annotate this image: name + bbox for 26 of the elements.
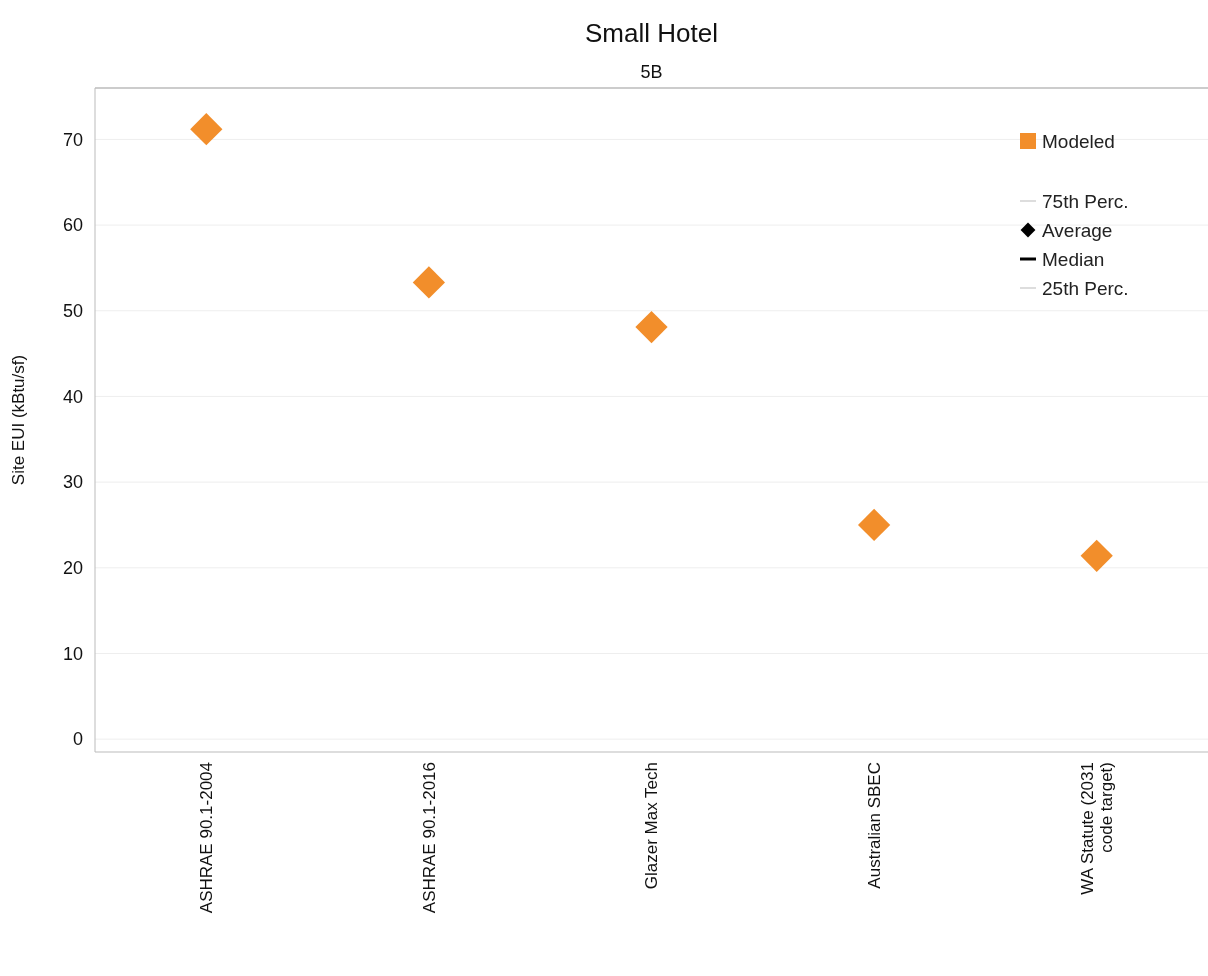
y-tick-label: 40 [62,386,83,407]
point [190,113,223,146]
y-tick-label: 20 [62,558,83,579]
y-tick-label: 70 [62,129,83,150]
y-tick-label: 0 [72,729,83,750]
y-tick-label: 30 [62,472,83,493]
x-tick-label: ASHRAE 90.1-2016 [419,762,439,914]
y-tick-label: 60 [62,215,83,236]
legend-label: Modeled [1042,130,1115,152]
legend-label: 25th Perc. [1042,277,1129,299]
point [635,310,668,344]
y-tick-label: 50 [62,301,83,322]
y-tick-label: 10 [62,643,83,664]
y-axis-title: Site EUI (kBtu/sf) [9,354,28,486]
x-tick-label: WA Statute (2031 code target) [1078,762,1116,895]
legend-label: 75th Perc. [1042,190,1129,212]
chart-subtitle: 5B [640,62,663,82]
x-tick-label: Glazer Max Tech [642,762,662,890]
point [412,266,446,299]
point [1080,539,1113,572]
x-tick-label: ASHRAE 90.1-2004 [197,762,217,914]
legend-label: Average [1042,219,1113,241]
x-tick-label: Australian SBEC [865,762,885,889]
chart-title: Small Hotel [585,18,718,48]
legend-label: Median [1042,248,1105,270]
point [857,508,891,542]
